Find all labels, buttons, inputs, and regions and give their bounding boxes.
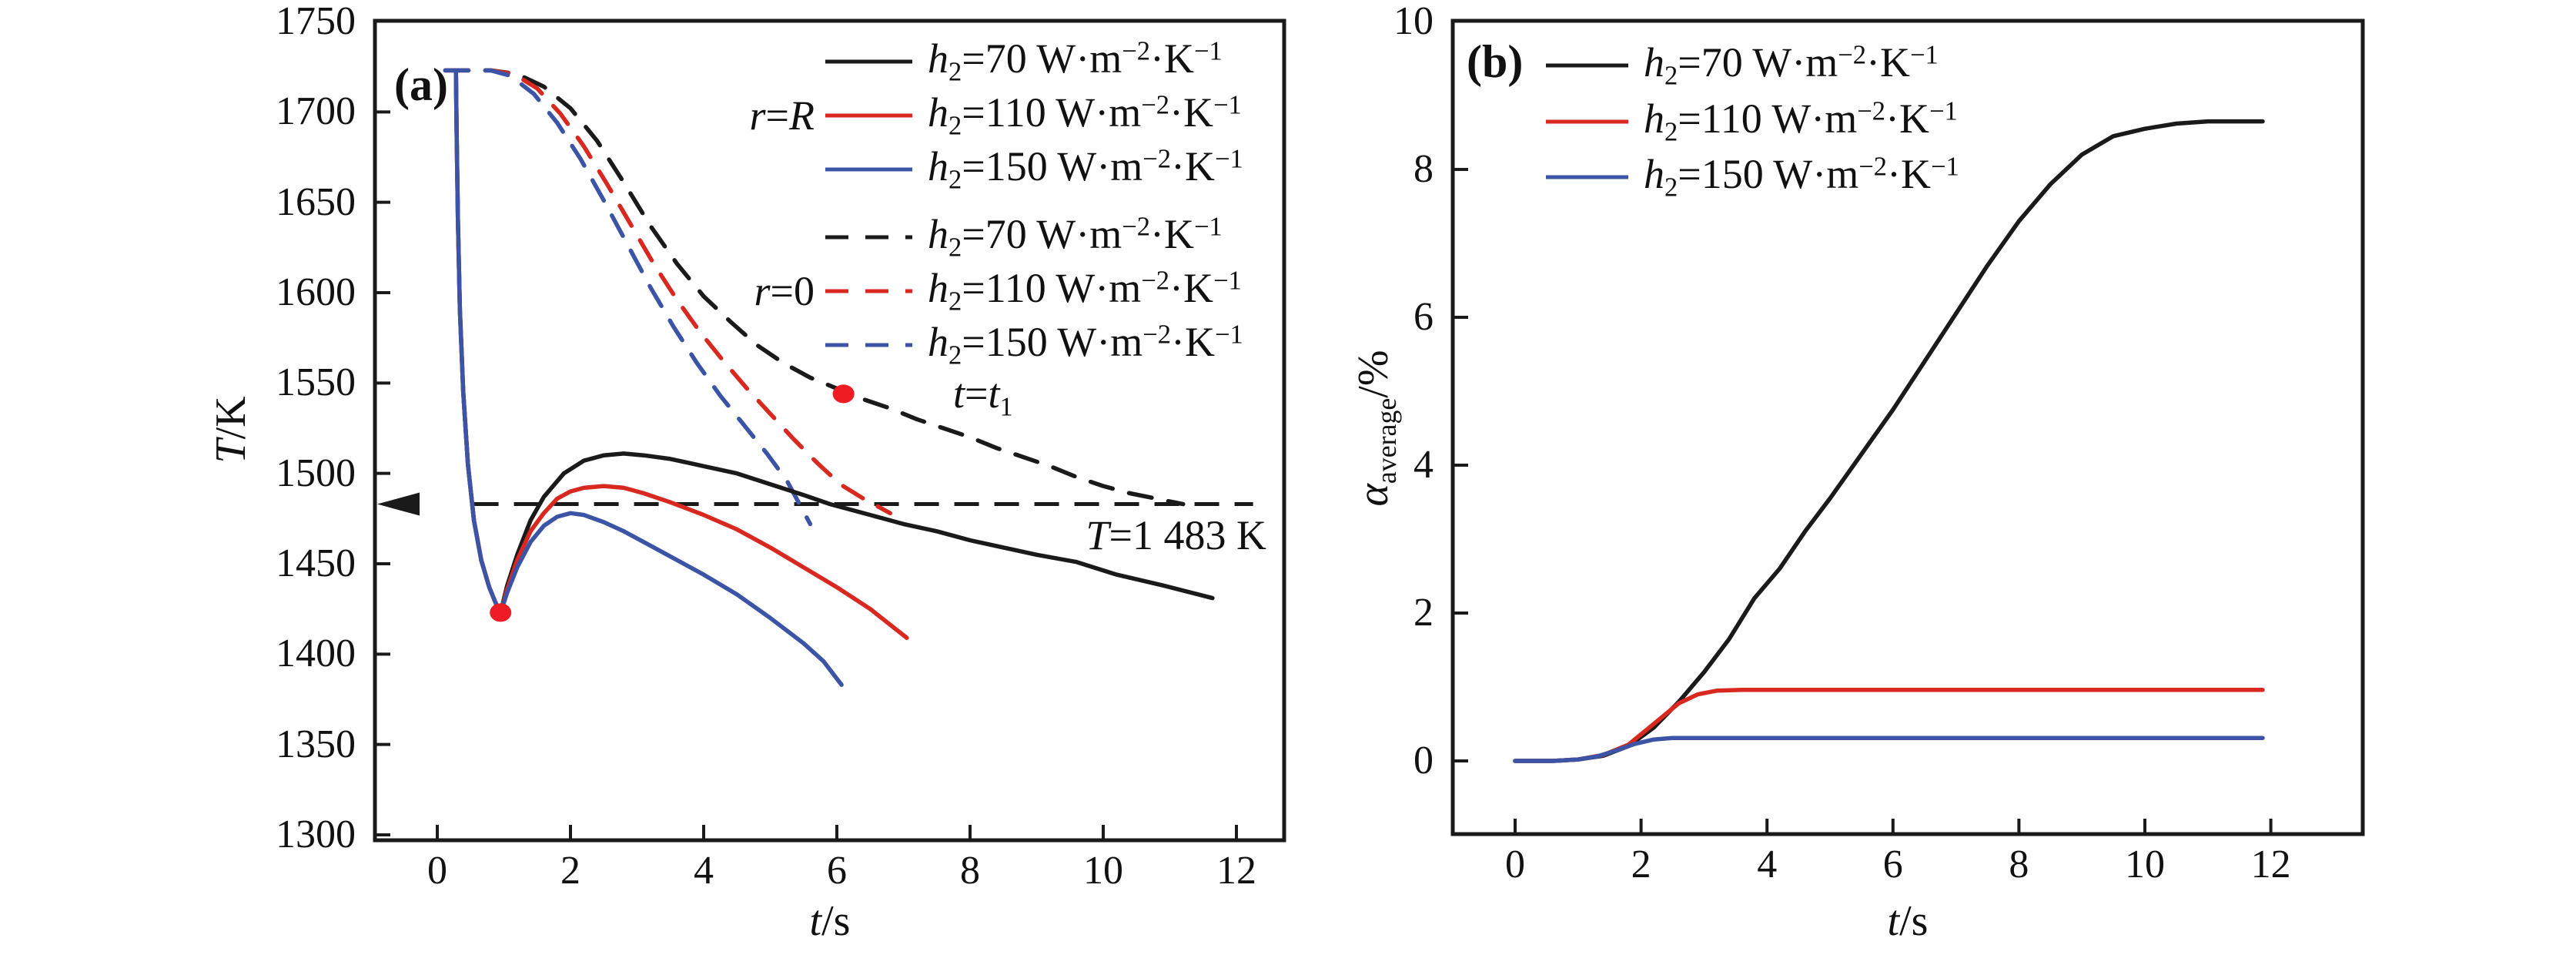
- legend-marker-dot: [832, 384, 855, 404]
- panel-letter: (a): [394, 59, 448, 110]
- y-tick-label: 8: [1413, 147, 1434, 191]
- x-tick-label: 2: [560, 849, 580, 893]
- legend-label: h2=70 W·m−2·K−1: [1644, 39, 1939, 91]
- legend-label: h2=70 W·m−2·K−1: [928, 35, 1223, 87]
- panel-frame-(b): [1450, 18, 2365, 836]
- y-tick-label: 1300: [276, 813, 356, 856]
- x-axis-label: t/s: [1887, 897, 1929, 945]
- curve-h2-110: [1513, 688, 2265, 763]
- y-tick-label: 1350: [276, 722, 356, 766]
- x-tick-label: 2: [1631, 843, 1651, 886]
- x-tick-label: 12: [2250, 843, 2291, 886]
- marker-dot-t1: [490, 603, 512, 622]
- curve-r-0-h2-110: [443, 68, 892, 516]
- x-tick-label: 12: [1216, 849, 1256, 893]
- y-tick-label: 1500: [276, 451, 356, 495]
- x-tick-label: 8: [2009, 843, 2029, 886]
- legend-label: h2=150 W·m−2·K−1: [928, 143, 1243, 195]
- x-tick-label: 4: [694, 849, 714, 893]
- legend-label: h2=150 W·m−2·K−1: [1644, 151, 1959, 203]
- marker-legend-label: t=t1: [953, 370, 1013, 422]
- y-tick-label: 1650: [276, 179, 356, 224]
- y-tick-label: 1700: [276, 89, 356, 134]
- y-axis-label: αaverage/%: [1350, 350, 1402, 507]
- legend-group-label: r=R: [749, 92, 815, 139]
- y-tick-label: 1750: [276, 0, 356, 43]
- curve-r-R-h2-150: [453, 68, 844, 687]
- y-tick-label: 1600: [276, 270, 356, 314]
- isoline-label: T=1 483 K: [1086, 512, 1267, 558]
- y-tick-label: 6: [1413, 295, 1434, 339]
- x-tick-label: 4: [1757, 843, 1778, 886]
- y-tick-label: 0: [1413, 739, 1434, 782]
- y-tick-label: 2: [1413, 591, 1434, 635]
- curve-h2-70: [1513, 119, 2265, 763]
- curve-r-0-h2-70: [443, 68, 1186, 507]
- y-tick-label: 1400: [276, 632, 356, 676]
- curve-r-0-h2-150: [443, 68, 813, 527]
- legend-label: h2=110 W·m−2·K−1: [928, 89, 1242, 141]
- isoline-arrow-left: [377, 492, 420, 516]
- legend-label: h2=70 W·m−2·K−1: [928, 211, 1223, 263]
- y-axis-label: T/K: [207, 396, 255, 464]
- curve-h2-150: [1513, 736, 2265, 763]
- legend-group-label: r=0: [754, 268, 815, 314]
- x-tick-label: 0: [427, 849, 447, 893]
- x-tick-label: 6: [827, 849, 847, 893]
- y-tick-label: 1550: [276, 360, 356, 405]
- legend-label: h2=110 W·m−2·K−1: [928, 265, 1242, 317]
- y-tick-label: 10: [1393, 0, 1434, 43]
- panel-letter: (b): [1467, 36, 1524, 87]
- x-tick-label: 8: [960, 849, 980, 893]
- x-tick-label: 10: [1083, 849, 1123, 893]
- x-tick-label: 10: [2125, 843, 2165, 886]
- x-tick-label: 6: [1882, 843, 1903, 886]
- y-tick-label: 1450: [276, 541, 356, 585]
- x-tick-label: 0: [1505, 843, 1525, 886]
- panel-frame-(a): [373, 18, 1286, 843]
- x-axis-label: t/s: [809, 897, 851, 945]
- legend-label: h2=150 W·m−2·K−1: [928, 319, 1243, 370]
- y-tick-label: 4: [1413, 443, 1434, 487]
- legend-label: h2=110 W·m−2·K−1: [1644, 96, 1958, 147]
